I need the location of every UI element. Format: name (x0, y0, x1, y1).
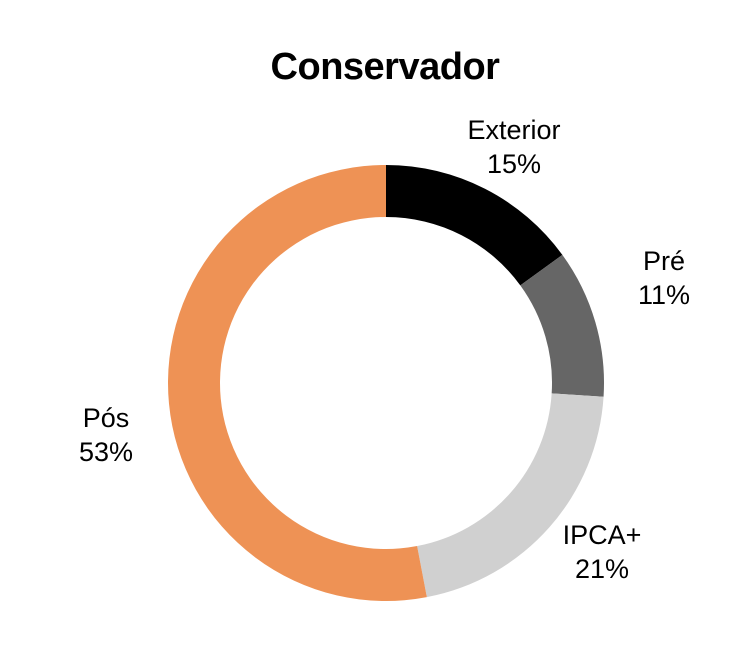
slice-value-ipca: 21% (574, 554, 630, 584)
slice-value-pre: 11% (637, 280, 691, 310)
slice-label-exterior: Exterior 15% (444, 113, 584, 181)
slice-category-pos: Pós (82, 403, 130, 433)
donut-slice-exterior (386, 165, 563, 286)
slice-label-ipca: IPCA+ 21% (542, 518, 662, 586)
slice-value-exterior: 15% (486, 149, 542, 179)
chart-title: Conservador (270, 46, 500, 88)
slice-category-exterior: Exterior (467, 115, 561, 145)
donut-slice-pos (167, 165, 427, 601)
slice-label-pos: Pós 53% (56, 401, 156, 469)
donut-slice-ipca (417, 393, 604, 598)
slice-category-pre: Pré (642, 246, 686, 276)
slice-label-pre: Pré 11% (614, 244, 714, 312)
donut-slice-pre (520, 254, 604, 397)
slice-category-ipca: IPCA+ (562, 520, 642, 550)
slice-value-pos: 53% (78, 437, 134, 467)
